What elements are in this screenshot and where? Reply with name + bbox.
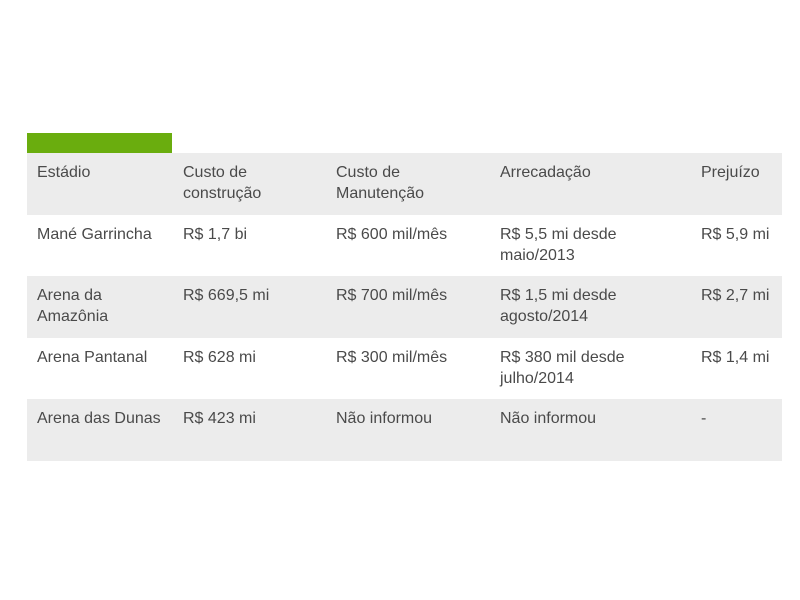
cell: R$ 1,4 mi — [701, 348, 770, 366]
header-custo-manutencao: Custo de Manutenção — [336, 164, 425, 202]
cell: Mané Garrincha — [37, 225, 152, 243]
cell: R$ 669,5 mi — [183, 287, 270, 304]
header-estadio: Estádio — [37, 164, 91, 181]
cell: R$ 380 mil desde julho/2014 — [500, 348, 625, 387]
cell: Arena Pantanal — [37, 348, 148, 366]
table-row: Arena das Dunas R$ 423 mi Não informou N… — [27, 399, 782, 461]
header-arrecadacao: Arrecadação — [500, 164, 591, 181]
accent-bar — [27, 133, 172, 153]
cell: Não informou — [500, 410, 597, 427]
header-custo-construcao: Custo de construção — [183, 164, 262, 202]
table-row: Arena da Amazônia R$ 669,5 mi R$ 700 mil… — [27, 276, 782, 338]
stadium-cost-table: Estádio Custo de construção Custo de Man… — [27, 153, 782, 461]
cell: R$ 628 mi — [183, 348, 256, 366]
cell: R$ 1,7 bi — [183, 225, 248, 243]
cell: Arena da Amazônia — [37, 287, 109, 325]
cell: R$ 600 mil/mês — [336, 225, 448, 243]
cell: R$ 700 mil/mês — [336, 287, 448, 304]
header-prejuizo: Prejuízo — [701, 164, 760, 181]
cell: R$ 5,5 mi desde maio/2013 — [500, 225, 617, 264]
table-header-row: Estádio Custo de construção Custo de Man… — [27, 153, 782, 215]
table-row: Arena Pantanal R$ 628 mi R$ 300 mil/mês … — [27, 337, 782, 399]
table-row: Mané Garrincha R$ 1,7 bi R$ 600 mil/mês … — [27, 214, 782, 276]
cell: R$ 423 mi — [183, 410, 256, 427]
cell: R$ 300 mil/mês — [336, 348, 448, 366]
cell: R$ 5,9 mi — [701, 225, 770, 243]
cell: R$ 1,5 mi desde agosto/2014 — [500, 287, 617, 325]
cell: - — [701, 410, 707, 427]
cell: Arena das Dunas — [37, 410, 161, 427]
cell: R$ 2,7 mi — [701, 287, 770, 304]
cell: Não informou — [336, 410, 433, 427]
